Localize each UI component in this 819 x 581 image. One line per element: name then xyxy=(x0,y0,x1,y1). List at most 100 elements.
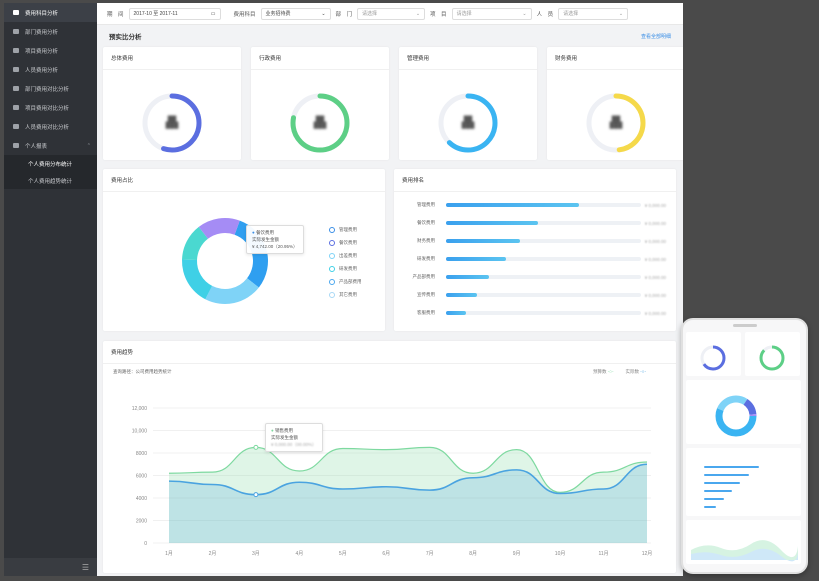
stat-card-title: 财务费用 xyxy=(547,47,683,70)
phone-share-card xyxy=(686,380,801,444)
rank-value-blurred: ¥ 0,000.00 xyxy=(644,310,666,316)
sidebar-item-project-compare[interactable]: 项目费用对比分析 xyxy=(4,98,97,117)
donut-slice[interactable] xyxy=(182,226,208,260)
gear-icon xyxy=(13,143,19,148)
y-tick-label: 6000 xyxy=(136,474,147,480)
rank-bar-track xyxy=(446,221,641,225)
person-select[interactable]: 请选择 ⌄ xyxy=(558,7,629,20)
phone-rank-bar xyxy=(704,466,759,468)
rank-bar xyxy=(446,257,507,261)
legend-item[interactable]: 出差费用 xyxy=(329,249,362,262)
series-point[interactable] xyxy=(253,444,259,450)
legend-item[interactable]: 其它费用 xyxy=(329,288,362,301)
rank-bar-track xyxy=(446,239,641,243)
ring-center-value-blurred: ██ ███ xyxy=(609,117,623,129)
legend-budget-label: 预算数 xyxy=(593,369,607,374)
ring-progress xyxy=(142,93,202,153)
bar-chart-icon xyxy=(13,124,19,129)
menu-icon: ☰ xyxy=(81,562,89,572)
project-icon xyxy=(13,48,19,53)
main-content: 预实比分析 查看全部明细 总体费用 ██ ███ 行政费用 ██ ███ 管理费用 ██ ███… xyxy=(97,25,683,576)
donut-slice[interactable] xyxy=(198,218,240,239)
sidebar-item-person-analysis[interactable]: 人员费用分析 xyxy=(4,60,97,79)
ring-center-value-blurred: ██ ███ xyxy=(165,117,179,129)
rank-row: 客服费用 ¥ 0,000.00 xyxy=(404,309,666,317)
sidebar-item-personal-report[interactable]: 个人报表 ⌃ xyxy=(4,136,97,155)
tooltip-title: 销售费用 xyxy=(274,428,293,433)
sidebar-subitem-trend[interactable]: 个人费用趋势统计 xyxy=(4,172,97,189)
tooltip-dot-icon: ● xyxy=(252,230,255,235)
stat-card-title: 总体费用 xyxy=(103,47,241,70)
legend-actual[interactable]: 实际数 -○- xyxy=(626,369,646,375)
rank-bar xyxy=(446,311,466,315)
legend-budget[interactable]: 预算数 -○- xyxy=(593,369,613,375)
project-placeholder: 请选择 xyxy=(456,11,472,17)
sidebar-item-project-analysis[interactable]: 项目费用分析 xyxy=(4,41,97,60)
rank-bar xyxy=(446,221,538,225)
legend-item[interactable]: 产品部费用 xyxy=(329,275,362,288)
tooltip-value-blurred: ¥ 0,000.00（00.00%） xyxy=(271,442,317,447)
legend-dot-icon xyxy=(329,252,335,259)
rank-card: 费用排名 管理费用 ¥ 0,000.00 餐饮费用 ¥ 0,000.00 财务费用 ¥ 0… xyxy=(394,169,676,331)
x-tick-label: 3月 xyxy=(252,551,260,557)
legend-item[interactable]: 餐饮费用 xyxy=(329,236,362,249)
rank-value-blurred: ¥ 0,000.00 xyxy=(644,202,666,208)
phone-rank-bar xyxy=(704,482,740,484)
phone-card-total xyxy=(686,332,741,376)
rank-row: 研发费用 ¥ 0,000.00 xyxy=(404,255,666,263)
phone-rank-bar xyxy=(704,506,716,508)
trend-legend: 预算数 -○- 实际数 -○- xyxy=(593,369,646,375)
sidebar-item-person-compare[interactable]: 人员费用对比分析 xyxy=(4,117,97,136)
phone-speaker xyxy=(733,324,757,327)
series-point[interactable] xyxy=(253,492,259,498)
x-tick-label: 4月 xyxy=(295,551,303,557)
legend-dot-icon xyxy=(329,265,335,272)
phone-trend-chart xyxy=(691,540,798,562)
phone-trend-card xyxy=(686,520,801,564)
sidebar-item-dept-compare[interactable]: 部门费用对比分析 xyxy=(4,79,97,98)
rank-row: 财务费用 ¥ 0,000.00 xyxy=(404,237,666,245)
person-label: 人 员 xyxy=(536,11,554,18)
sidebar-subitem-distribution[interactable]: 个人费用分布统计 xyxy=(4,155,97,172)
mobile-preview xyxy=(681,318,808,574)
ring-progress xyxy=(586,93,646,153)
phone-card-admin xyxy=(745,332,800,376)
sidebar-collapse-button[interactable]: ☰ xyxy=(4,558,97,576)
share-tooltip: ● 餐饮费用 实际发生金额 ¥ 4,742.00（20.95%） xyxy=(246,225,304,254)
x-tick-label: 8月 xyxy=(469,551,477,557)
dept-select[interactable]: 请选择 ⌄ xyxy=(357,7,426,20)
y-tick-label: 0 xyxy=(144,541,147,547)
chart-icon xyxy=(13,10,19,15)
sidebar-item-label: 人员费用对比分析 xyxy=(25,124,70,131)
legend-label: 其它费用 xyxy=(339,291,357,297)
sidebar-item-dept-analysis[interactable]: 部门费用分析 xyxy=(4,22,97,41)
date-range-picker[interactable]: 2017-10 至 2017-11 ▭ xyxy=(128,7,221,20)
series-line[interactable] xyxy=(168,446,648,493)
legend-item[interactable]: 研发费用 xyxy=(329,262,362,275)
compare-icon xyxy=(13,86,19,91)
date-range-value: 2017-10 至 2017-11 xyxy=(133,11,178,17)
x-tick-label: 9月 xyxy=(513,551,521,557)
share-legend: 管理费用 餐饮费用 出差费用 研发费用 产品部费用其它费用 xyxy=(329,223,362,301)
view-all-details-link[interactable]: 查看全部明细 xyxy=(640,33,671,40)
sidebar-item-label: 个人报表 xyxy=(25,143,48,150)
subject-select[interactable]: 业务招待费 ⌄ xyxy=(260,7,331,20)
share-card: 费用占比 ● 餐饮费用 实际发生金额 ¥ 4,742.00（20.95%） 管理… xyxy=(103,169,385,331)
sidebar: 费用科目分析 部门费用分析 项目费用分析 人员费用分析 部门费用对比分析 项目费… xyxy=(4,3,97,576)
trend-subtitle: 查询路径：公司费用趋势统计 xyxy=(113,369,172,374)
donut-slice[interactable] xyxy=(182,259,213,300)
project-select[interactable]: 请选择 ⌄ xyxy=(451,7,532,20)
rank-bar xyxy=(446,275,489,279)
rank-bar-track xyxy=(446,275,641,279)
phone-donut xyxy=(715,395,757,437)
sidebar-item-label: 项目费用分析 xyxy=(25,48,59,55)
sidebar-item-label: 费用科目分析 xyxy=(25,10,59,17)
donut-slice[interactable] xyxy=(205,278,259,304)
app-window: 费用科目分析 部门费用分析 项目费用分析 人员费用分析 部门费用对比分析 项目费… xyxy=(4,3,683,576)
legend-item[interactable]: 管理费用 xyxy=(329,223,362,236)
sidebar-item-subject-analysis[interactable]: 费用科目分析 xyxy=(4,3,97,22)
series-area xyxy=(169,447,647,543)
stat-ring xyxy=(290,93,350,153)
rank-card-title: 费用排名 xyxy=(394,169,676,192)
rank-label: 产品部费用 xyxy=(412,274,436,279)
